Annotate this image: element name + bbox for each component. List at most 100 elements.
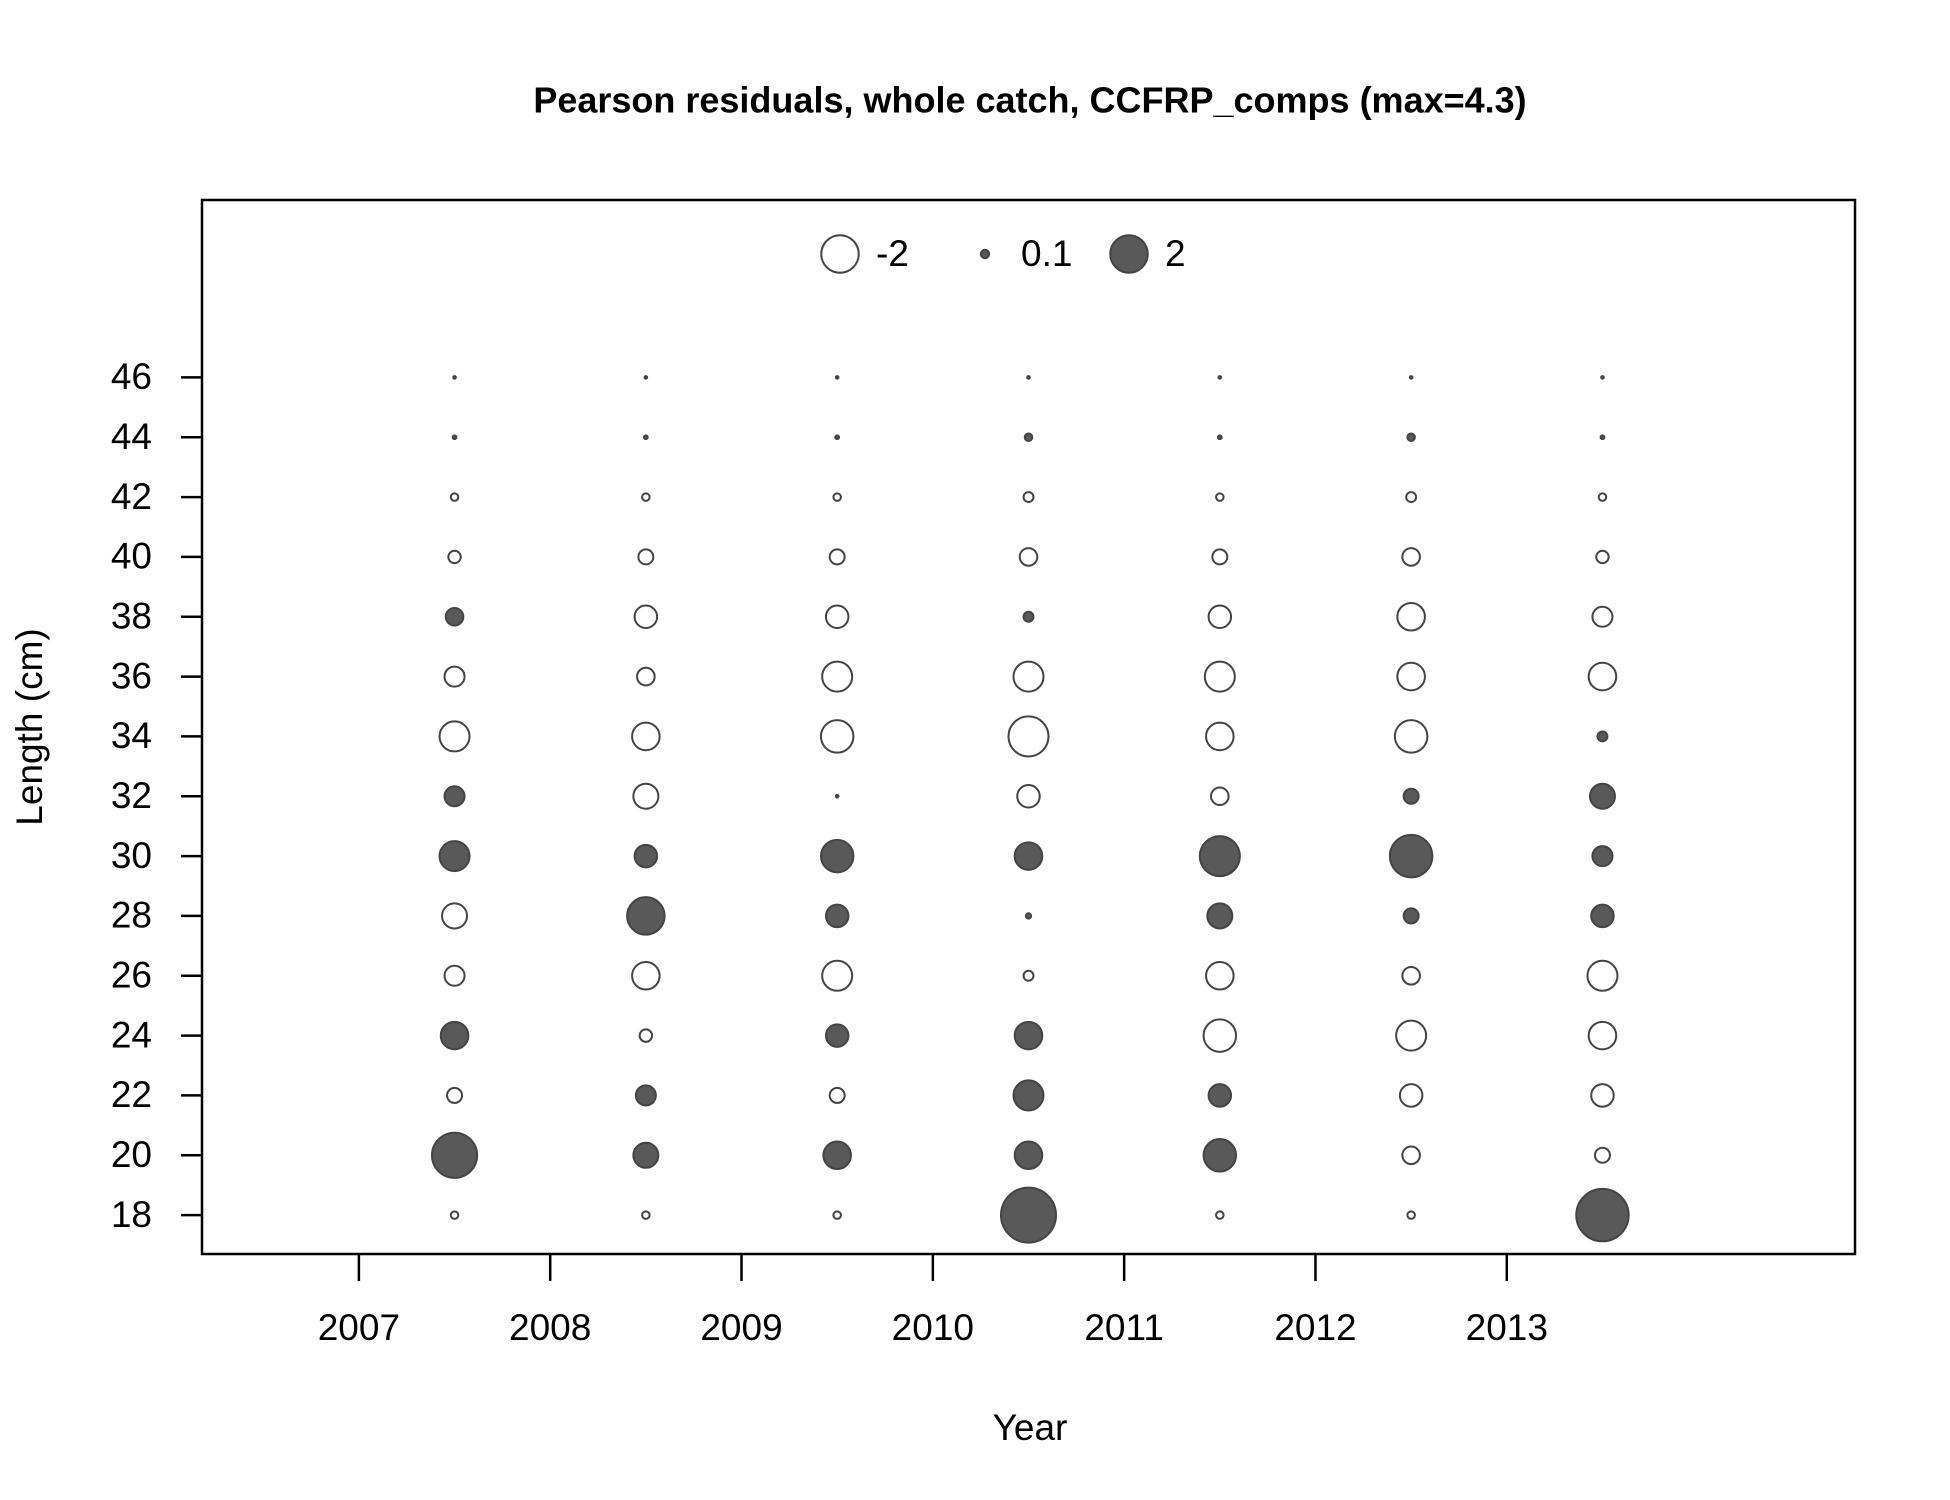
x-tick-label: 2008 bbox=[509, 1307, 591, 1348]
bubble bbox=[824, 604, 850, 630]
bubble bbox=[1408, 375, 1414, 380]
bubble bbox=[1388, 833, 1434, 879]
bubble bbox=[1203, 660, 1236, 693]
bubble bbox=[632, 782, 660, 810]
bubble bbox=[1591, 845, 1614, 868]
bubble bbox=[636, 666, 656, 687]
bubble bbox=[449, 492, 460, 502]
y-tick-label: 34 bbox=[111, 715, 152, 756]
bubble bbox=[1595, 549, 1610, 565]
y-tick-label: 20 bbox=[111, 1134, 152, 1175]
bubble bbox=[1205, 721, 1235, 752]
bubble bbox=[1401, 965, 1421, 986]
legend-label: 2 bbox=[1165, 233, 1186, 274]
chart-title: Pearson residuals, whole catch, CCFRP_co… bbox=[533, 80, 1526, 121]
y-tick-label: 28 bbox=[111, 895, 152, 936]
bubble bbox=[1013, 1140, 1044, 1171]
bubble bbox=[1401, 547, 1421, 567]
plot-frame bbox=[200, 198, 1857, 1256]
bubble bbox=[1596, 730, 1609, 743]
bubble bbox=[443, 665, 466, 688]
bubble bbox=[641, 492, 651, 502]
y-tick-label: 36 bbox=[111, 655, 152, 696]
bubble bbox=[1207, 604, 1233, 630]
x-tick-label: 2013 bbox=[1466, 1307, 1548, 1348]
bubble bbox=[1202, 1138, 1238, 1173]
bubble bbox=[446, 1086, 464, 1104]
bubble bbox=[1590, 903, 1615, 929]
y-tick-label: 26 bbox=[111, 955, 152, 996]
bubble bbox=[1000, 1186, 1057, 1244]
bubble bbox=[819, 838, 855, 874]
bubble bbox=[824, 1023, 850, 1048]
bubble bbox=[443, 964, 466, 987]
bubble bbox=[834, 793, 840, 799]
bubble bbox=[1216, 434, 1223, 441]
bubble bbox=[834, 434, 841, 441]
bubble bbox=[1393, 719, 1429, 754]
bubble bbox=[451, 434, 458, 441]
bubble bbox=[626, 896, 666, 936]
x-tick-label: 2010 bbox=[892, 1307, 974, 1348]
x-tick-label: 2012 bbox=[1274, 1307, 1356, 1348]
bubble bbox=[1588, 782, 1616, 810]
y-tick-label: 30 bbox=[111, 835, 152, 876]
bubble bbox=[1593, 1146, 1611, 1164]
bubble bbox=[438, 720, 471, 753]
bubble bbox=[824, 903, 850, 929]
bubble bbox=[1205, 960, 1235, 991]
bubble bbox=[819, 719, 855, 754]
bubble bbox=[828, 1086, 846, 1104]
bubble bbox=[632, 1141, 660, 1169]
bubble bbox=[1575, 1187, 1630, 1243]
legend-marker bbox=[820, 234, 860, 274]
bubble bbox=[1597, 492, 1608, 502]
bubble bbox=[641, 1210, 651, 1220]
bubble bbox=[1587, 661, 1618, 692]
bubble bbox=[1023, 432, 1034, 442]
bubble bbox=[1013, 1020, 1044, 1051]
bubble bbox=[638, 1028, 654, 1043]
bubble bbox=[1026, 375, 1031, 380]
bubble bbox=[1402, 787, 1420, 805]
bubble bbox=[1406, 1210, 1416, 1220]
bubble bbox=[1210, 786, 1230, 807]
bubble bbox=[1396, 661, 1426, 692]
bubble bbox=[1022, 610, 1035, 623]
bubble bbox=[1406, 432, 1416, 442]
bubble bbox=[449, 1210, 460, 1220]
bubble bbox=[1599, 434, 1606, 441]
bubble bbox=[637, 548, 655, 566]
bubble bbox=[642, 434, 649, 441]
x-tick-label: 2007 bbox=[318, 1307, 400, 1348]
bubble bbox=[1402, 907, 1420, 925]
bubble bbox=[834, 375, 840, 380]
bubble bbox=[643, 375, 649, 380]
bubble bbox=[1215, 492, 1225, 502]
y-tick-label: 38 bbox=[111, 596, 152, 637]
x-tick-label: 2011 bbox=[1084, 1307, 1164, 1348]
bubble bbox=[447, 549, 462, 565]
bubble bbox=[821, 660, 854, 693]
bubble bbox=[1217, 375, 1223, 380]
bubble bbox=[1206, 902, 1234, 930]
bubble bbox=[1587, 1020, 1618, 1051]
y-tick-label: 42 bbox=[111, 476, 152, 517]
legend-label: 0.1 bbox=[1021, 233, 1072, 274]
y-tick-label: 32 bbox=[111, 775, 152, 816]
bubble bbox=[1396, 601, 1426, 632]
bubble bbox=[832, 1210, 842, 1220]
legend-marker bbox=[979, 248, 991, 260]
bubble bbox=[1198, 835, 1241, 878]
bubble bbox=[1395, 1019, 1428, 1052]
bubble bbox=[1022, 969, 1035, 982]
bubble bbox=[1018, 547, 1039, 567]
bubble bbox=[441, 902, 469, 930]
legend-marker bbox=[1109, 234, 1149, 274]
bubble bbox=[1016, 784, 1041, 809]
y-tick-label: 46 bbox=[111, 356, 152, 397]
bubble bbox=[1202, 1018, 1238, 1053]
y-tick-label: 22 bbox=[111, 1074, 152, 1115]
bubble bbox=[832, 492, 842, 502]
bubble bbox=[452, 375, 457, 380]
